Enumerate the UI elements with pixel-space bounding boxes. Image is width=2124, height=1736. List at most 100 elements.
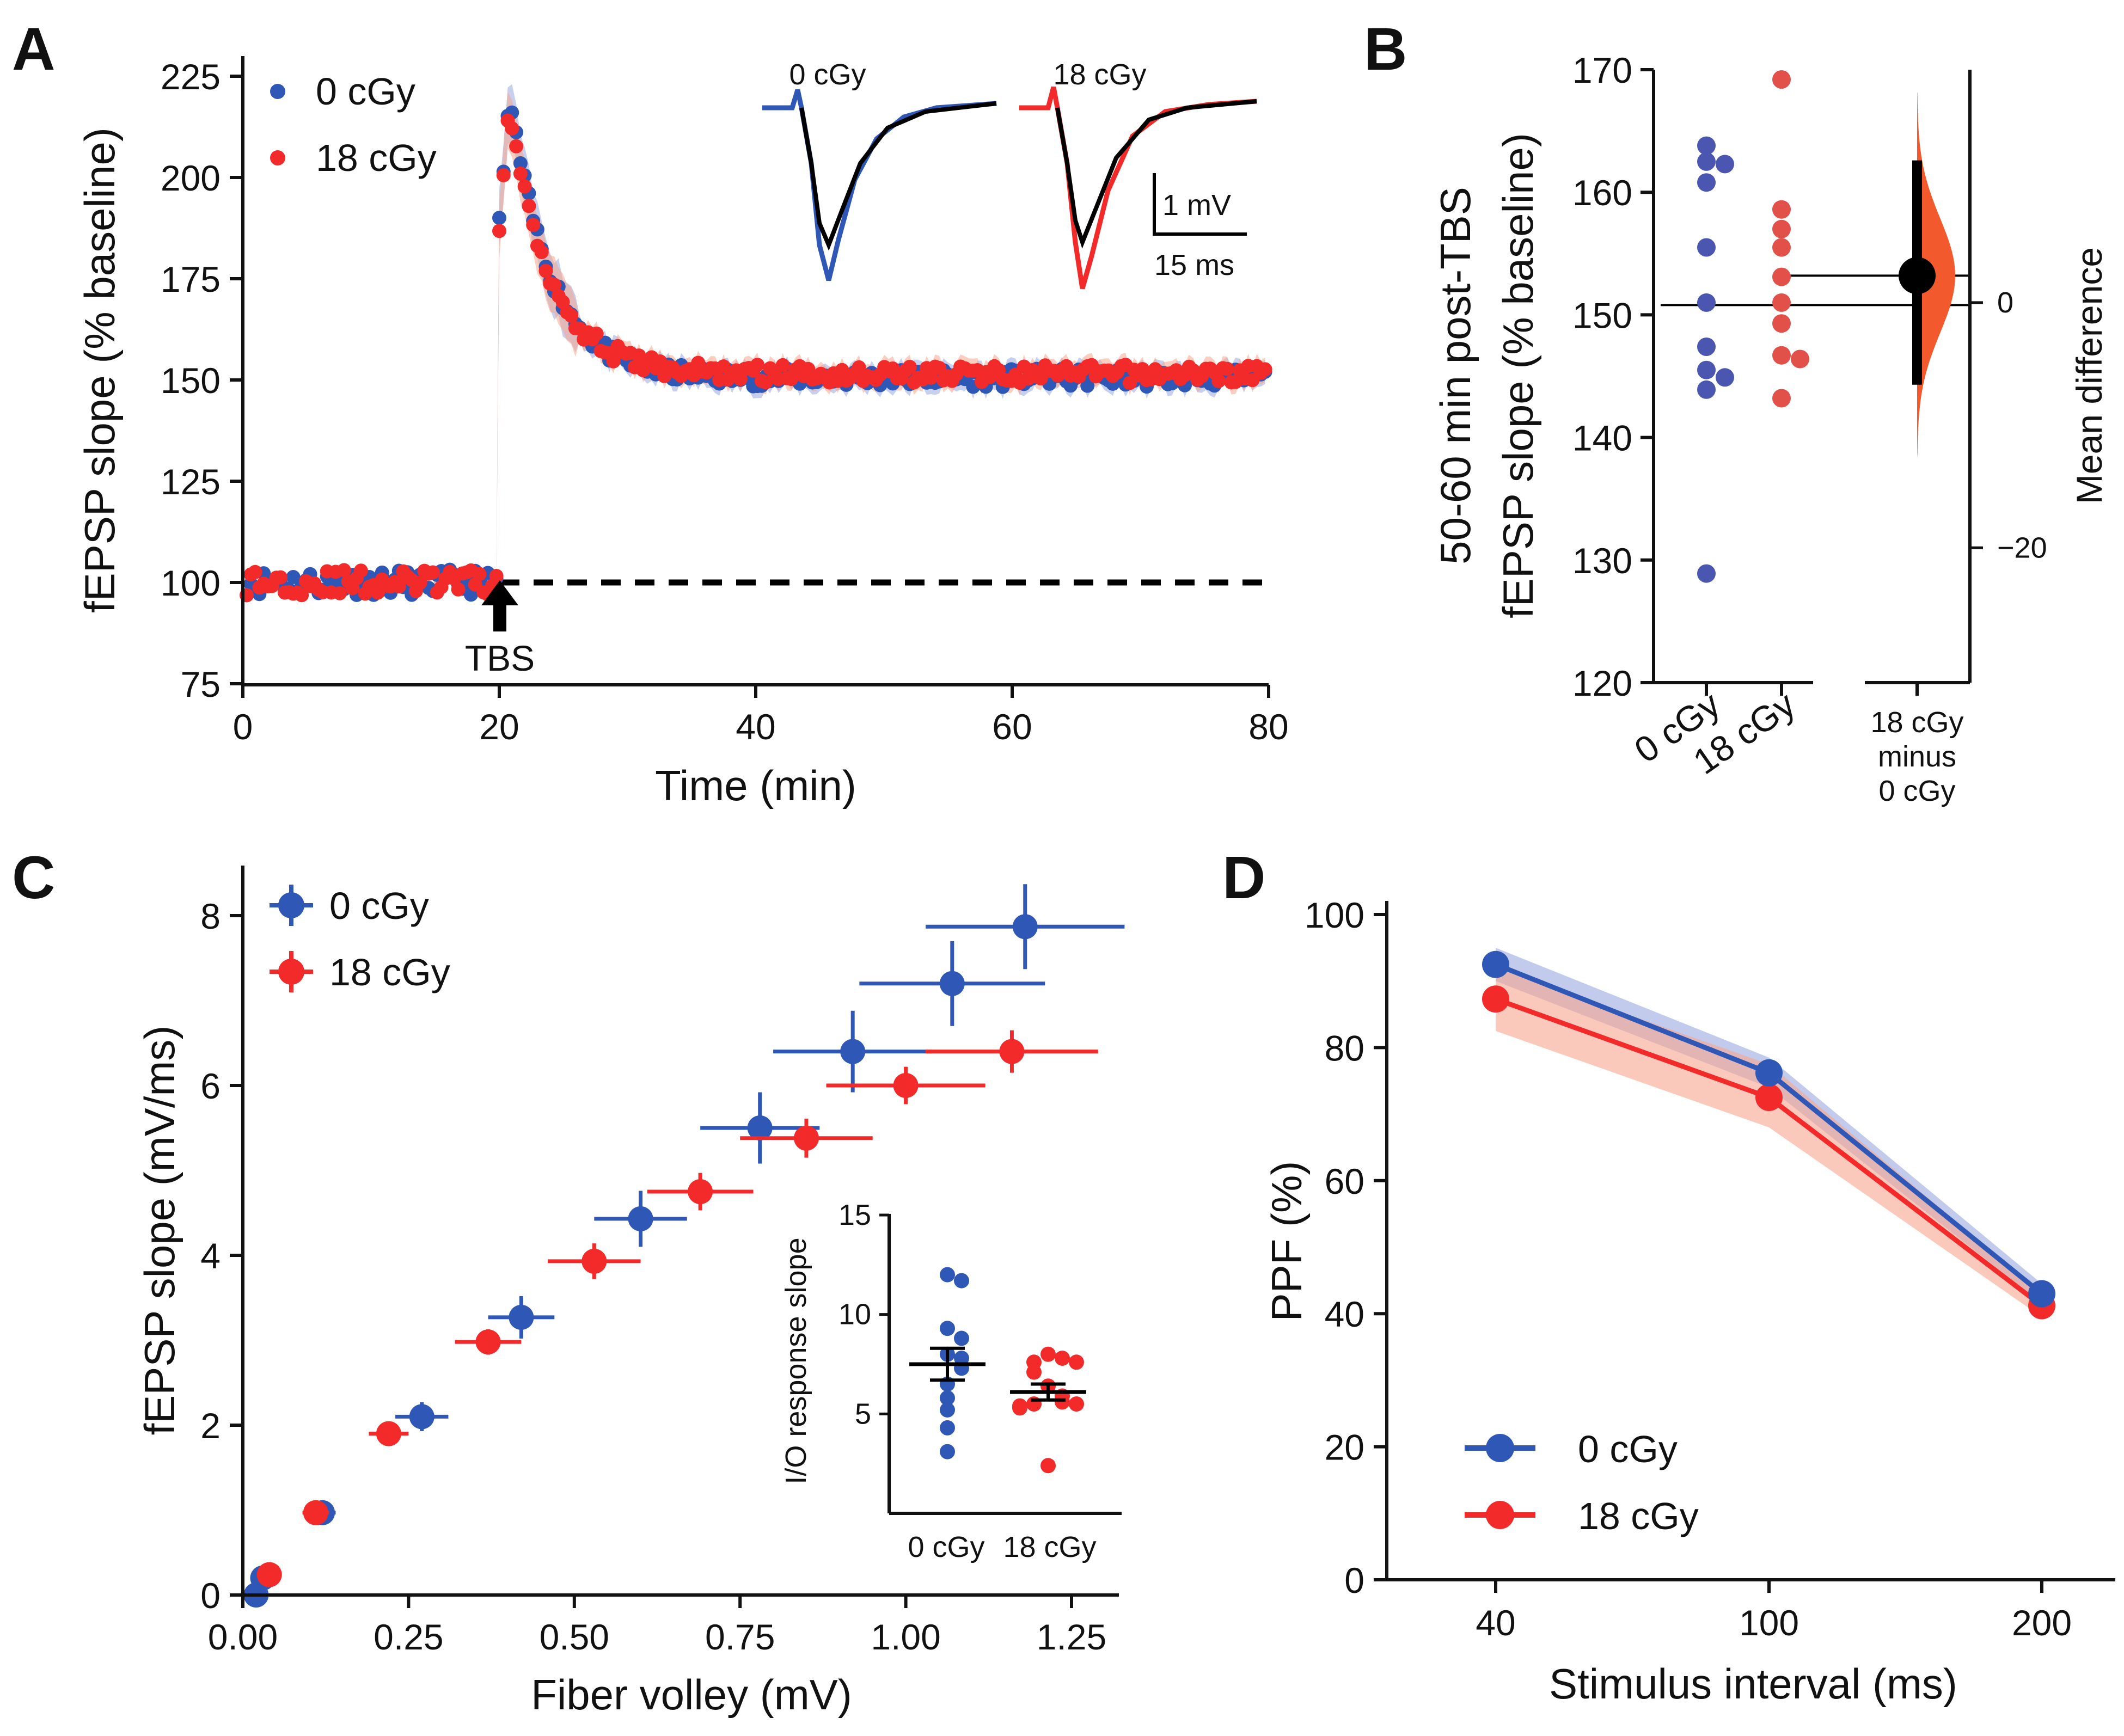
x-tick-label: 200 xyxy=(2012,1603,2072,1643)
inset-trace-label-18cgy: 18 cGy xyxy=(1053,58,1146,91)
swarm-point xyxy=(1697,136,1716,155)
legend-marker-0cgy xyxy=(270,84,285,99)
inset-point xyxy=(1040,1346,1056,1362)
y-tick-label: 100 xyxy=(1305,895,1364,935)
swarm-point xyxy=(1697,293,1716,312)
legend-marker-18cgy xyxy=(270,951,313,992)
swarm-point xyxy=(1697,564,1716,583)
swarm-point xyxy=(1716,155,1734,174)
right-axis-label: Mean difference xyxy=(2069,247,2109,504)
y-axis-label: PPF (%) xyxy=(1263,1161,1311,1322)
x-tick-label: 60 xyxy=(992,707,1032,747)
data-point xyxy=(758,375,773,390)
swarm-point xyxy=(1772,389,1791,408)
y-tick-label: 0 xyxy=(1344,1560,1364,1600)
legend-label-18cgy: 18 cGy xyxy=(1578,1495,1699,1537)
data-point xyxy=(628,1206,653,1231)
data-point xyxy=(475,1329,501,1355)
swarm-point xyxy=(1697,173,1716,192)
data-point xyxy=(1482,985,1509,1013)
y-axis-label: fEPSP slope (mV/ms) xyxy=(136,1026,183,1436)
data-point xyxy=(303,1500,328,1525)
data-point xyxy=(775,358,790,372)
mean-difference-point xyxy=(1899,257,1936,295)
swarm-point xyxy=(1697,380,1716,399)
data-point xyxy=(939,971,965,996)
x-tick-label: 0.00 xyxy=(208,1617,278,1657)
y-tick-label: 175 xyxy=(161,259,221,299)
y-tick-label: 125 xyxy=(161,462,221,502)
x-tick-label: 0.25 xyxy=(374,1617,443,1657)
inset-trace-control-0cgy xyxy=(799,101,997,251)
data-point xyxy=(472,567,487,581)
inset-y-tick-label: 5 xyxy=(855,1397,871,1430)
data-point xyxy=(564,309,579,323)
data-point xyxy=(1211,373,1226,388)
data-point xyxy=(426,565,440,580)
data-point xyxy=(505,121,519,136)
x-tick-label: 40 xyxy=(1476,1603,1515,1643)
data-point xyxy=(522,199,536,213)
data-point xyxy=(295,588,309,603)
panel-d: D 40 100 200 0 20 40 60 80 100 Stimulus interva… xyxy=(1222,844,2115,1708)
legend-marker-18cgy xyxy=(270,150,285,165)
inset-point xyxy=(1055,1351,1070,1366)
data-point xyxy=(509,1304,534,1330)
scale-bar-amplitude: 1 mV xyxy=(1162,189,1231,222)
scale-bar xyxy=(1153,173,1247,236)
swarm-point xyxy=(1697,152,1716,171)
data-point xyxy=(893,1073,919,1098)
inset-trace-0cgy xyxy=(762,89,997,281)
y-axis-label: fEPSP slope (% baseline) xyxy=(76,127,124,613)
swarm-point xyxy=(1697,238,1716,257)
y-tick-label: 40 xyxy=(1325,1294,1364,1334)
right-tick-label: −20 xyxy=(1997,531,2047,564)
x-tick-label: 1.00 xyxy=(871,1617,940,1657)
data-point xyxy=(750,358,765,372)
data-point xyxy=(747,1115,773,1140)
data-point xyxy=(1482,950,1509,978)
inset-point xyxy=(1012,1400,1027,1416)
data-point xyxy=(492,211,506,225)
y-axis-label-line2: fEPSP slope (% baseline) xyxy=(1494,133,1542,618)
swarm-point xyxy=(1716,368,1734,387)
inset-point xyxy=(940,1321,955,1336)
legend-label-0cgy: 0 cGy xyxy=(1578,1428,1678,1470)
swarm-point xyxy=(1772,346,1791,365)
inset-y-tick-label: 10 xyxy=(838,1298,871,1331)
data-point xyxy=(517,179,532,194)
ci-band xyxy=(1496,948,2042,1304)
swarm-point xyxy=(1697,338,1716,356)
data-point xyxy=(513,167,528,181)
x-tick-label: 0 xyxy=(233,707,253,747)
data-point xyxy=(413,575,427,590)
data-point xyxy=(1135,362,1150,377)
data-point xyxy=(1012,914,1038,940)
inset-point xyxy=(1055,1394,1070,1410)
series-18cgy-points xyxy=(240,113,1272,603)
data-point xyxy=(2028,1280,2055,1308)
data-point xyxy=(333,586,347,600)
data-point xyxy=(273,570,288,585)
legend-marker-18cgy xyxy=(1465,1501,1535,1529)
diff-label-line1: 18 cGy xyxy=(1870,706,1963,739)
swarm-point xyxy=(1791,349,1809,369)
diff-label-line2: minus xyxy=(1878,740,1956,773)
panel-c: C 0.00 0.25 0.50 0.75 1.00 1.25 0 2 4 6 8 Fiber v… xyxy=(12,844,1125,1719)
legend-label-18cgy: 18 cGy xyxy=(316,137,437,179)
data-point xyxy=(547,278,561,292)
data-point xyxy=(376,1421,401,1446)
y-tick-label: 225 xyxy=(161,57,221,97)
y-tick-label: 100 xyxy=(161,563,221,603)
x-axis-label: Stimulus interval (ms) xyxy=(1549,1660,1957,1708)
data-point xyxy=(353,563,368,578)
io-slope-inset: 5 10 15 0 cGy 18 cGy I/O response slope xyxy=(780,1199,1122,1563)
legend-marker-0cgy xyxy=(1465,1434,1535,1462)
diff-label-line3: 0 cGy xyxy=(1878,775,1955,807)
swarm-point xyxy=(1772,238,1791,257)
y-tick-label: 160 xyxy=(1572,173,1632,213)
data-point xyxy=(256,1562,282,1587)
data-point xyxy=(1755,1059,1783,1087)
swarm-point xyxy=(1772,293,1791,312)
y-tick-label: 150 xyxy=(1572,295,1632,335)
